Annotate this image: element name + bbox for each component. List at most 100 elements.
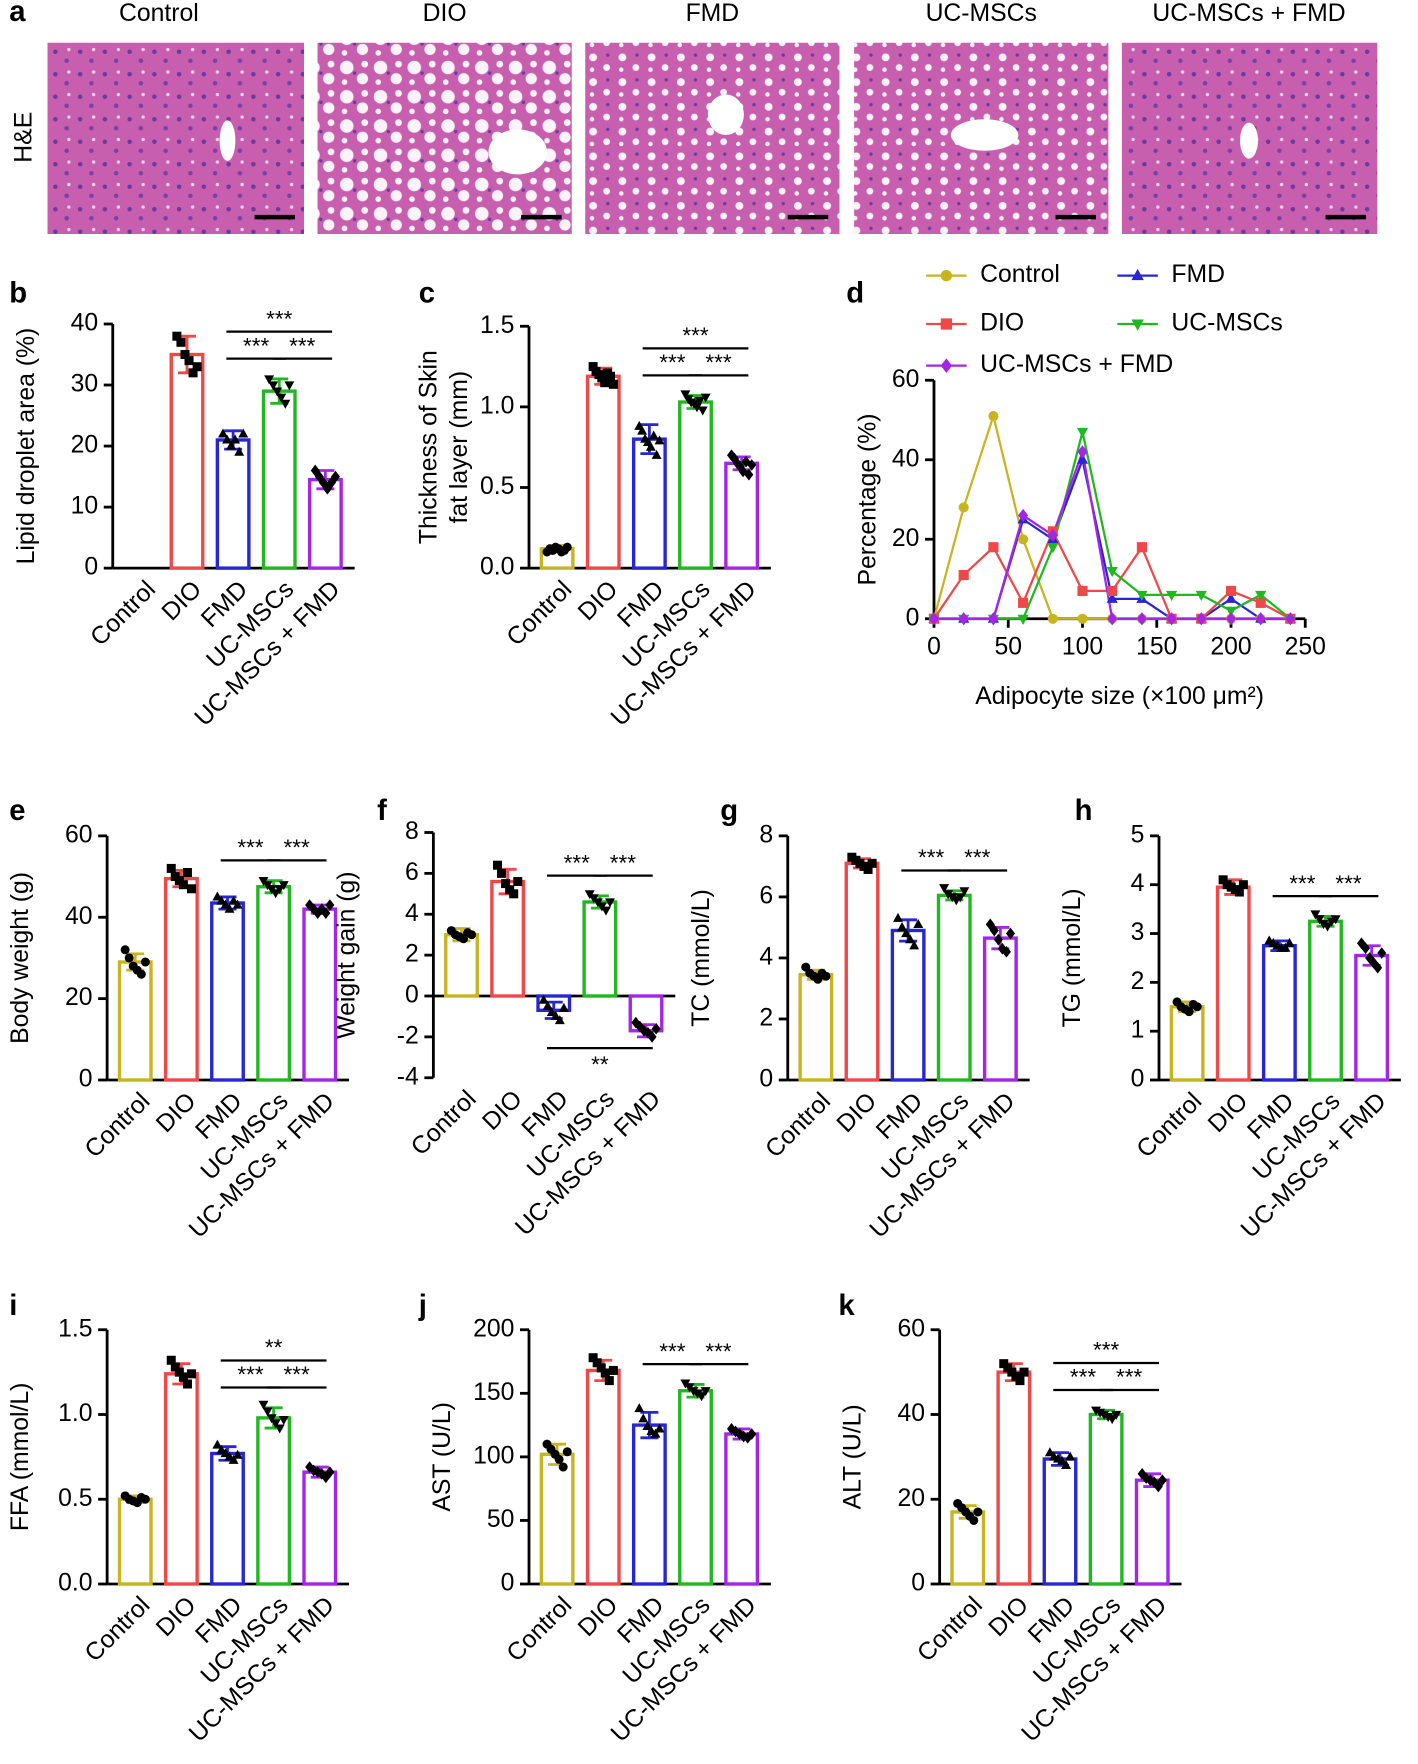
marker bbox=[747, 1428, 757, 1440]
marker bbox=[1195, 590, 1207, 601]
significance-label: *** bbox=[705, 350, 732, 375]
x-tick-label: Control bbox=[80, 1088, 156, 1164]
y-tick-label: 60 bbox=[65, 821, 93, 848]
bar bbox=[982, 936, 1018, 1082]
significance-label: *** bbox=[284, 835, 311, 860]
significance-label: *** bbox=[659, 350, 686, 375]
marker bbox=[680, 390, 691, 400]
y-tick-label: 8 bbox=[405, 818, 419, 845]
marker bbox=[1225, 592, 1237, 603]
y-tick-label: 0 bbox=[501, 1570, 515, 1597]
marker bbox=[940, 358, 952, 373]
marker bbox=[688, 1387, 699, 1397]
marker bbox=[124, 953, 134, 963]
marker bbox=[651, 1022, 661, 1035]
marker bbox=[546, 1006, 557, 1016]
marker bbox=[1153, 1480, 1163, 1493]
marker bbox=[1047, 543, 1059, 554]
marker bbox=[178, 1372, 188, 1382]
marker bbox=[313, 907, 323, 920]
chart-panel: d 0 20 40 60 Percentage (%) 0 50 100 150 200 250 Adi… bbox=[846, 261, 1326, 710]
bar bbox=[117, 1497, 153, 1586]
y-tick-label: 6 bbox=[405, 859, 419, 886]
marker bbox=[1322, 922, 1333, 932]
vessel bbox=[488, 129, 547, 175]
marker bbox=[1255, 612, 1266, 626]
x-tick-label: Control bbox=[85, 576, 161, 652]
marker bbox=[600, 1368, 610, 1378]
marker bbox=[1136, 590, 1148, 601]
y-tick-label: 150 bbox=[473, 1379, 514, 1406]
marker bbox=[959, 887, 970, 897]
y-tick-label: 0.5 bbox=[480, 473, 514, 500]
y-tick-label: 1 bbox=[1131, 1017, 1145, 1044]
y-tick-label: 40 bbox=[71, 310, 99, 337]
marker bbox=[1065, 1451, 1076, 1461]
marker bbox=[1357, 937, 1366, 950]
marker bbox=[192, 362, 202, 372]
marker bbox=[1044, 1447, 1055, 1457]
significance-label: *** bbox=[1070, 1365, 1097, 1390]
vessel bbox=[707, 94, 744, 135]
marker bbox=[1106, 567, 1118, 578]
marker bbox=[140, 957, 150, 967]
y-tick-label: 0.0 bbox=[480, 554, 514, 581]
x-tick-label: Control bbox=[1132, 1088, 1208, 1164]
vessel bbox=[950, 119, 1019, 151]
marker bbox=[1018, 508, 1029, 522]
bar bbox=[307, 477, 343, 570]
marker bbox=[222, 434, 232, 444]
y-tick-label: 8 bbox=[759, 821, 773, 848]
marker bbox=[176, 337, 186, 347]
marker bbox=[238, 428, 249, 438]
significance-label: ** bbox=[591, 1052, 609, 1077]
marker bbox=[542, 1000, 553, 1010]
bar bbox=[996, 1370, 1032, 1586]
marker bbox=[232, 899, 243, 909]
marker bbox=[264, 375, 275, 385]
marker bbox=[274, 885, 285, 895]
marker bbox=[187, 1369, 196, 1379]
marker bbox=[276, 393, 287, 403]
marker bbox=[989, 924, 999, 937]
y-axis-label: Body weight (g) bbox=[7, 872, 34, 1044]
bar bbox=[890, 928, 926, 1082]
bar bbox=[444, 932, 479, 998]
marker bbox=[1017, 614, 1029, 625]
bar bbox=[1088, 1412, 1124, 1586]
marker bbox=[969, 1515, 979, 1525]
marker bbox=[467, 930, 477, 940]
marker bbox=[1314, 915, 1325, 925]
marker bbox=[305, 899, 315, 911]
stain-label: H&E bbox=[11, 112, 38, 163]
y-tick-label: 0 bbox=[84, 554, 98, 581]
y-tick-label: -2 bbox=[397, 1022, 419, 1049]
marker bbox=[218, 428, 228, 438]
y-tick-label: 1.0 bbox=[58, 1400, 92, 1427]
x-tick-label: Control bbox=[80, 1592, 156, 1668]
micrograph bbox=[585, 42, 840, 234]
marker bbox=[268, 381, 279, 391]
vessel bbox=[219, 120, 236, 161]
marker bbox=[1255, 597, 1266, 608]
marker bbox=[1136, 542, 1147, 553]
marker bbox=[635, 1020, 645, 1033]
marker bbox=[136, 969, 146, 979]
panel-label: e bbox=[9, 795, 25, 827]
y-axis-label: ALT (U/L) bbox=[840, 1404, 867, 1509]
y-tick-label: 50 bbox=[487, 1506, 515, 1533]
marker bbox=[697, 406, 708, 416]
marker bbox=[638, 1413, 649, 1423]
marker bbox=[538, 994, 549, 1004]
marker bbox=[212, 891, 223, 901]
marker bbox=[1136, 612, 1147, 626]
bar bbox=[631, 1423, 667, 1586]
bar bbox=[1308, 919, 1343, 1082]
y-tick-label: 40 bbox=[65, 903, 93, 930]
marker bbox=[691, 403, 702, 413]
marker bbox=[988, 612, 999, 626]
y-tick-label: 2 bbox=[405, 941, 419, 968]
